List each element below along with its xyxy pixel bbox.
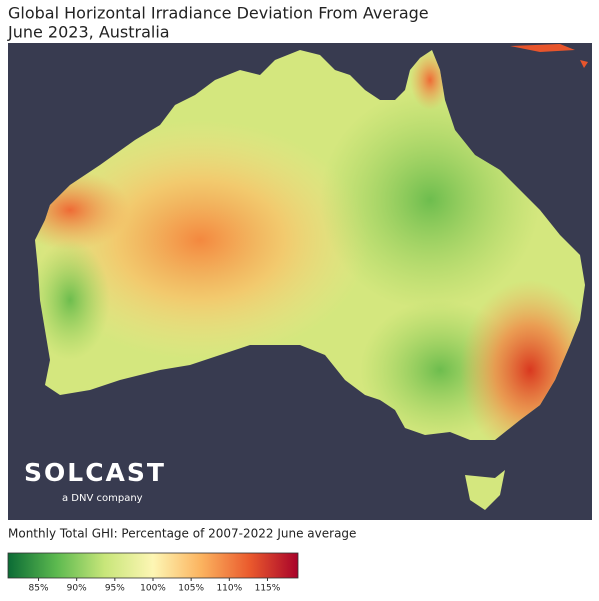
- colorbar-ramp: [7, 552, 299, 579]
- colorbar-tick-label: 85%: [29, 584, 49, 594]
- logo-tagline: a DNV company: [62, 493, 143, 504]
- subtitle: June 2023, Australia: [7, 23, 170, 42]
- title: Global Horizontal Irradiance Deviation F…: [8, 4, 429, 23]
- colorbar-label: Monthly Total GHI: Percentage of 2007-20…: [8, 527, 356, 541]
- colorbar-tick-label: 95%: [105, 584, 125, 594]
- colorbar-tick-label: 110%: [216, 584, 242, 594]
- map-islands: [510, 44, 588, 68]
- colorbar-tick-label: 100%: [140, 584, 166, 594]
- colorbar-tick-label: 90%: [67, 584, 87, 594]
- colorbar-tick-label: 115%: [255, 584, 281, 594]
- logo-name: SOLCAST: [24, 458, 166, 487]
- colorbar: 85% 90% 95% 100% 105% 110% 115%: [7, 552, 299, 594]
- colorbar-tick-label: 105%: [178, 584, 204, 594]
